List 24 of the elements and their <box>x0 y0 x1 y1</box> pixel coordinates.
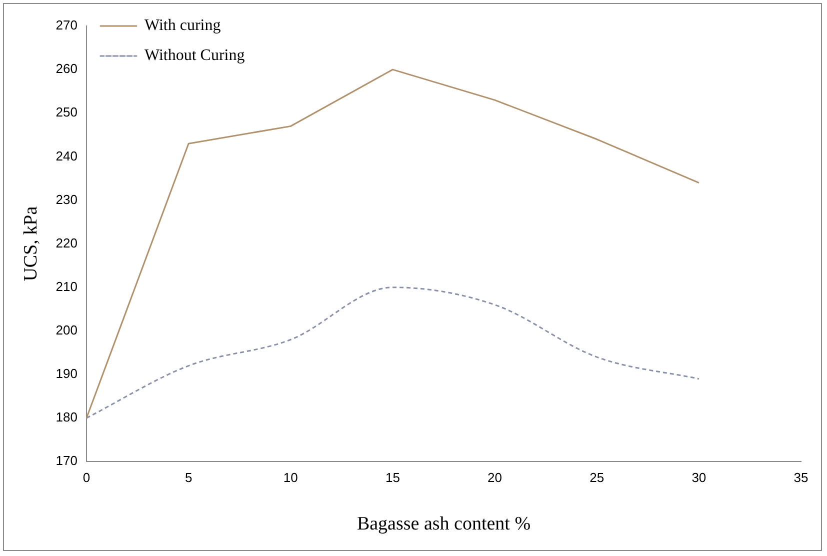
y-tick-label: 240 <box>56 148 78 164</box>
y-tick-label: 190 <box>56 366 78 382</box>
line-series <box>86 286 700 419</box>
y-axis-title: UCS, kPa <box>20 206 42 282</box>
y-tick-label: 270 <box>56 18 78 33</box>
x-tick-label: 35 <box>794 470 808 485</box>
x-tick-label: 15 <box>385 470 400 485</box>
legend-label: With curing <box>144 17 221 34</box>
x-tick-label: 30 <box>692 470 706 485</box>
y-tick-label: 220 <box>56 235 78 250</box>
y-tick-label: 250 <box>56 104 78 120</box>
legend-label: Without Curing <box>144 47 245 64</box>
x-tick-label: 10 <box>283 470 298 485</box>
x-tick-label: 20 <box>488 470 502 485</box>
y-tick-label: 180 <box>56 410 78 425</box>
y-tick-label: 260 <box>56 61 78 76</box>
x-axis-title: Bagasse ash content % <box>356 514 531 535</box>
y-tick-label: 230 <box>56 192 78 207</box>
y-tick-label: 210 <box>56 278 78 294</box>
x-tick-label: 5 <box>184 470 192 485</box>
y-tick-label: 170 <box>56 453 78 468</box>
y-tick-label: 200 <box>56 322 78 338</box>
x-tick-label: 0 <box>82 470 90 485</box>
x-tick-label: 25 <box>590 470 604 485</box>
